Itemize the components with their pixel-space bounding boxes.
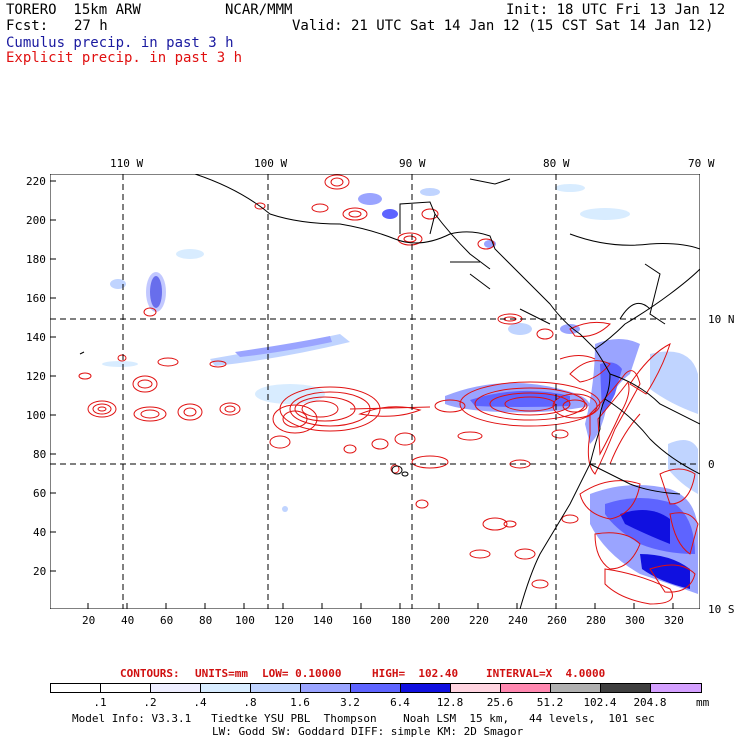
colorbar-cell (301, 684, 351, 692)
colorbar-label: 51.2 (536, 696, 564, 709)
x-tick-label: 40 (121, 614, 135, 627)
colorbar-label: 204.8 (633, 696, 667, 709)
lat-label-0: 0 (708, 458, 715, 471)
axis-ticks (50, 180, 674, 609)
lon-label-110w: 110 W (110, 157, 144, 170)
physics-info: LW: Godd SW: Goddard DIFF: simple KM: 2D… (212, 725, 524, 738)
colorbar-label: 102.4 (583, 696, 617, 709)
colorbar-cell (601, 684, 651, 692)
colorbar-label: 6.4 (390, 696, 410, 709)
cumulus-precip-areas (102, 184, 698, 594)
contours-interval: INTERVAL=X 4.0000 (486, 667, 606, 680)
y-tick-label: 140 (26, 331, 46, 344)
x-tick-label: 300 (625, 614, 645, 627)
lon-label-100w: 100 W (254, 157, 288, 170)
model-info: Model Info: V3.3.1 Tiedtke YSU PBL Thomp… (72, 712, 655, 725)
colorbar-label: .1 (93, 696, 107, 709)
forecast-label: Fcst: (6, 18, 49, 34)
colorbar-cell (51, 684, 101, 692)
org-label: NCAR/MMM (225, 2, 293, 18)
colorbar-cell (151, 684, 201, 692)
y-tick-label: 180 (26, 253, 46, 266)
lat-label-10n: 10 N (708, 313, 735, 326)
colorbar-cell (351, 684, 401, 692)
x-tick-label: 220 (469, 614, 489, 627)
y-tick-label: 220 (26, 175, 46, 188)
colorbar-cell (451, 684, 501, 692)
y-tick-label: 120 (26, 370, 46, 383)
precip-map (50, 174, 700, 609)
contours-units: UNITS=mm (195, 667, 248, 680)
y-tick-label: 20 (33, 565, 47, 578)
y-tick-label: 160 (26, 292, 46, 305)
x-tick-label: 100 (235, 614, 255, 627)
colorbar-label: .2 (143, 696, 157, 709)
colorbar-cell (551, 684, 601, 692)
colorbar-cell (201, 684, 251, 692)
x-tick-label: 120 (274, 614, 294, 627)
explicit-legend-title: Explicit precip. in past 3 h (6, 50, 243, 66)
y-tick-label: 100 (26, 409, 46, 422)
x-tick-label: 60 (160, 614, 174, 627)
x-tick-label: 280 (586, 614, 606, 627)
colorbar-label: 12.8 (436, 696, 464, 709)
forecast-hour: 27 h (74, 18, 108, 34)
colorbar-cell (501, 684, 551, 692)
colorbar-cell (401, 684, 451, 692)
y-tick-label: 60 (33, 487, 47, 500)
contours-low: LOW= 0.10000 (262, 667, 342, 680)
init-time: Init: 18 UTC Fri 13 Jan 12 (506, 2, 726, 18)
valid-time: Valid: 21 UTC Sat 14 Jan 12 (15 CST Sat … (292, 18, 714, 34)
colorbar-cell (101, 684, 151, 692)
colorbar-cell (651, 684, 701, 692)
colorbar (50, 683, 702, 693)
model-title: TORERO 15km ARW (6, 2, 141, 18)
x-tick-label: 20 (82, 614, 96, 627)
lon-label-70w: 70 W (688, 157, 715, 170)
x-tick-label: 260 (547, 614, 567, 627)
colorbar-label: .8 (243, 696, 257, 709)
y-tick-label: 40 (33, 526, 47, 539)
graticule (50, 174, 700, 609)
x-tick-label: 140 (313, 614, 333, 627)
explicit-precip-contours (78, 174, 699, 605)
x-tick-label: 80 (199, 614, 213, 627)
x-tick-label: 200 (430, 614, 450, 627)
colorbar-cell (251, 684, 301, 692)
y-tick-label: 200 (26, 214, 46, 227)
x-tick-label: 180 (391, 614, 411, 627)
colorbar-label: 1.6 (290, 696, 310, 709)
colorbar-unit: mm (696, 696, 710, 709)
cumulus-legend-title: Cumulus precip. in past 3 h (6, 35, 234, 51)
contours-label: CONTOURS: (120, 667, 180, 680)
x-tick-label: 160 (352, 614, 372, 627)
colorbar-label: .4 (193, 696, 207, 709)
lon-label-90w: 90 W (399, 157, 426, 170)
lon-label-80w: 80 W (543, 157, 570, 170)
contours-high: HIGH= 102.40 (372, 667, 459, 680)
x-tick-label: 320 (664, 614, 684, 627)
lat-label-10s: 10 S (708, 603, 735, 616)
y-tick-label: 80 (33, 448, 47, 461)
colorbar-label: 3.2 (340, 696, 360, 709)
colorbar-label: 25.6 (486, 696, 514, 709)
x-tick-label: 240 (508, 614, 528, 627)
coastlines (79, 174, 700, 609)
